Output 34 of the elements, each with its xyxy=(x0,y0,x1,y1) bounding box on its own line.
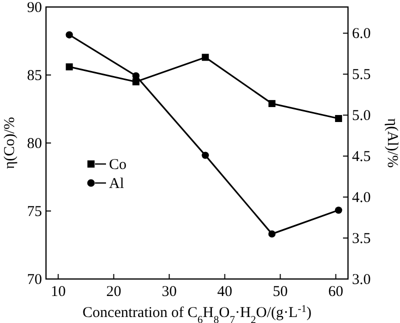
point xyxy=(202,152,209,159)
legend-item: Co xyxy=(87,157,127,173)
y-tick-label: 90 xyxy=(27,0,42,16)
y-tick-label: 85 xyxy=(27,68,42,84)
point xyxy=(268,100,276,108)
legend-label: Al xyxy=(109,176,124,192)
legend-label: Co xyxy=(109,157,127,173)
x-tick-label: 30 xyxy=(162,284,177,300)
y2-tick-label: 4.5 xyxy=(352,149,371,166)
point xyxy=(268,230,276,238)
x-tick-label: 10 xyxy=(50,284,66,300)
y-tick-label: 70 xyxy=(27,272,42,288)
x-tick-label: 40 xyxy=(217,284,232,300)
x-tick-label: 20 xyxy=(106,284,122,300)
point xyxy=(202,54,209,61)
y-axis-title: η(Co)/% xyxy=(2,116,18,170)
text: Concentration of C$_{6}$H$_{8}$O$_{7}$·H$_{2}$O/(g·L$^{-1}$) xyxy=(82,304,312,323)
point xyxy=(66,31,73,38)
point xyxy=(335,115,342,122)
point xyxy=(132,72,140,80)
y2-tick-label: 3.5 xyxy=(352,231,371,248)
y2-axis-title: η(Al)/% xyxy=(384,118,400,168)
y2-tick-label: 3.0 xyxy=(352,272,371,288)
y2-tick-label: 5.0 xyxy=(352,108,371,124)
point xyxy=(334,206,342,214)
x-tick-label: 50 xyxy=(272,284,288,300)
y2-tick-label: 6.0 xyxy=(352,26,371,42)
legend-item: Al xyxy=(87,176,124,192)
y2-tick-label: 5.5 xyxy=(352,67,371,84)
y2-tick-label: 4.0 xyxy=(352,190,371,206)
x-tick-label: 60 xyxy=(328,284,344,300)
y-tick-label: 80 xyxy=(27,136,42,152)
y-tick-label: 75 xyxy=(27,204,42,220)
point xyxy=(66,63,73,70)
